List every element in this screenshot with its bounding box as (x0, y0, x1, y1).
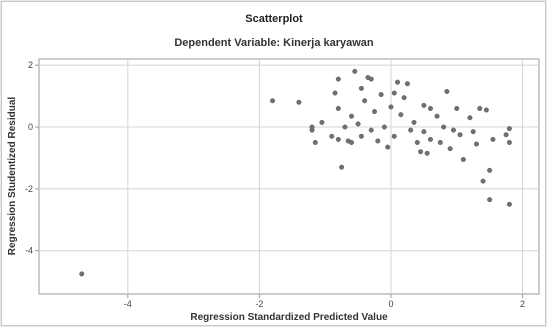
scatter-point (460, 156, 466, 162)
data-points (79, 68, 512, 277)
scatter-point (414, 139, 420, 145)
scatter-point (487, 167, 493, 173)
scatter-point (335, 76, 341, 82)
scatter-point (358, 133, 364, 139)
scatter-point (352, 68, 358, 74)
scatter-point (434, 113, 440, 119)
scatter-point (349, 139, 355, 145)
scatter-point (480, 178, 486, 184)
scatter-point (79, 271, 85, 277)
plot-area (38, 58, 540, 295)
scatter-point (470, 129, 476, 135)
x-axis-label: Regression Standardized Predicted Value (190, 312, 388, 323)
y-axis-label: Regression Studentized Residual (7, 97, 18, 256)
scatter-point (418, 149, 424, 155)
scatter-point (398, 112, 404, 118)
scatter-point (309, 127, 315, 133)
scatter-point (421, 129, 427, 135)
y-tick-label: 2 (28, 60, 33, 70)
x-tick-label: 0 (388, 299, 393, 309)
scatter-point (483, 107, 489, 113)
scatter-point (411, 119, 417, 125)
scatter-point (312, 139, 318, 145)
scatter-point (342, 124, 348, 130)
scatter-point (457, 132, 463, 138)
scatter-point (319, 119, 325, 125)
y-tick-label: -2 (25, 184, 33, 194)
scatter-point (503, 132, 509, 138)
scatter-point (424, 150, 430, 156)
scatter-point (388, 104, 394, 110)
scatter-point (335, 136, 341, 142)
scatter-point (506, 126, 512, 132)
scatter-point (421, 102, 427, 108)
scatter-point (467, 115, 473, 121)
scatter-point (401, 95, 407, 101)
scatter-point (349, 113, 355, 119)
scatter-point (358, 85, 364, 91)
scatter-point (296, 99, 302, 105)
scatter-point (339, 164, 345, 170)
grid-lines (39, 59, 539, 294)
x-tick-label: -2 (255, 299, 263, 309)
scatter-point (404, 81, 410, 87)
scatter-point (441, 124, 447, 130)
scatter-point (506, 201, 512, 207)
scatter-point (381, 124, 387, 130)
scatter-point (329, 133, 335, 139)
scatter-point (385, 144, 391, 150)
scatter-point (454, 105, 460, 111)
scatter-point (487, 197, 493, 203)
scatter-point (391, 90, 397, 96)
scatter-point (450, 127, 456, 133)
scatter-point (372, 109, 378, 115)
y-tick-label: 0 (28, 122, 33, 132)
scatter-point (427, 105, 433, 111)
scatter-point (506, 139, 512, 145)
scatter-point (332, 90, 338, 96)
scatter-point (427, 136, 433, 142)
scatter-point (375, 138, 381, 144)
x-axis-ticks: -4 -2 0 2 (124, 294, 525, 309)
scatter-point (477, 105, 483, 111)
x-tick-label: -4 (124, 299, 132, 309)
y-tick-label: -4 (25, 246, 33, 256)
y-axis-ticks: 2 0 -2 -4 (25, 60, 39, 256)
chart-subtitle: Dependent Variable: Kinerja karyawan (174, 37, 374, 49)
scatter-point (490, 136, 496, 142)
scatter-point (362, 98, 368, 104)
scatter-point (447, 146, 453, 152)
x-tick-label: 2 (520, 299, 525, 309)
scatter-point (335, 105, 341, 111)
scatter-point (437, 139, 443, 145)
scatter-point (368, 127, 374, 133)
scatter-point (474, 141, 480, 147)
scatter-point (408, 127, 414, 133)
scatter-point (378, 92, 384, 98)
scatter-point (395, 79, 401, 85)
scatter-point (368, 76, 374, 82)
scatter-point (391, 133, 397, 139)
scatter-point (444, 88, 450, 94)
chart-title: Scatterplot (245, 13, 303, 25)
scatter-point (355, 121, 361, 127)
scatter-point (270, 98, 276, 104)
